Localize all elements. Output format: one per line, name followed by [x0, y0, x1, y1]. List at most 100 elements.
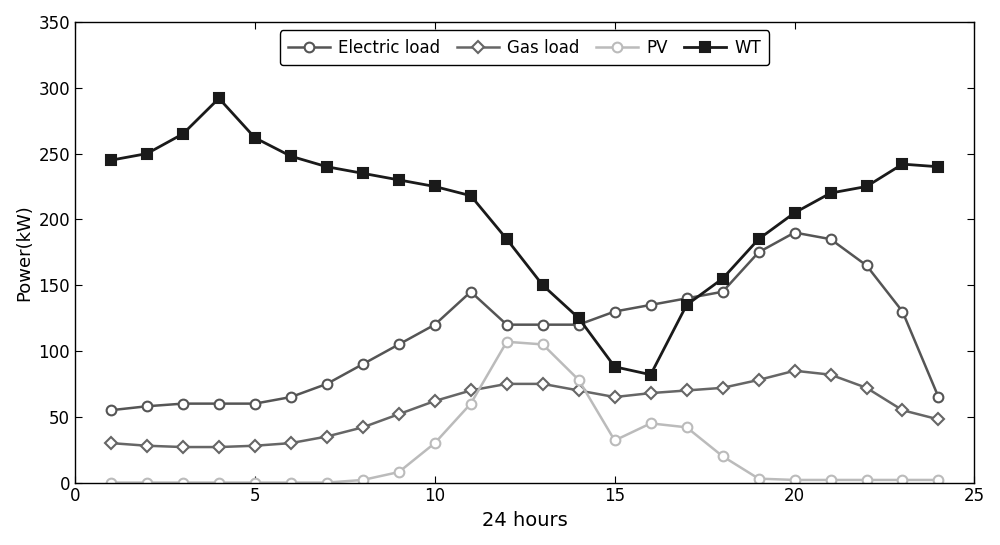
PV	[105, 479, 117, 486]
PV	[537, 341, 549, 348]
Electric load	[717, 288, 729, 295]
Electric load	[753, 249, 765, 256]
Electric load	[357, 361, 369, 367]
PV	[861, 477, 873, 483]
Gas load	[285, 440, 297, 446]
Gas load	[429, 398, 441, 404]
PV	[932, 477, 944, 483]
WT	[321, 164, 333, 170]
PV	[357, 477, 369, 483]
WT	[789, 209, 801, 216]
Electric load	[681, 295, 693, 301]
Gas load	[141, 443, 153, 449]
Gas load	[861, 385, 873, 391]
Gas load	[753, 377, 765, 383]
PV	[177, 479, 189, 486]
Gas load	[249, 443, 261, 449]
PV	[573, 377, 585, 383]
Line: WT: WT	[106, 93, 943, 379]
PV	[645, 420, 657, 427]
Electric load	[573, 322, 585, 328]
Electric load	[609, 308, 621, 315]
WT	[861, 183, 873, 190]
PV	[249, 479, 261, 486]
WT	[753, 236, 765, 243]
Gas load	[573, 387, 585, 393]
WT	[932, 164, 944, 170]
PV	[609, 437, 621, 444]
Gas load	[932, 416, 944, 423]
Electric load	[249, 401, 261, 407]
PV	[321, 479, 333, 486]
PV	[825, 477, 837, 483]
Line: PV: PV	[106, 337, 943, 487]
WT	[213, 95, 225, 101]
Gas load	[681, 387, 693, 393]
PV	[753, 475, 765, 482]
Gas load	[896, 407, 908, 414]
Y-axis label: Power(kW): Power(kW)	[15, 204, 33, 301]
WT	[429, 183, 441, 190]
WT	[537, 282, 549, 288]
PV	[896, 477, 908, 483]
PV	[501, 338, 513, 345]
Legend: Electric load, Gas load, PV, WT: Electric load, Gas load, PV, WT	[280, 31, 769, 65]
WT	[249, 135, 261, 141]
PV	[429, 440, 441, 446]
Electric load	[501, 322, 513, 328]
Electric load	[177, 401, 189, 407]
WT	[465, 192, 477, 199]
WT	[896, 161, 908, 167]
Gas load	[825, 371, 837, 378]
Gas load	[609, 394, 621, 401]
PV	[285, 479, 297, 486]
Gas load	[537, 380, 549, 387]
Electric load	[896, 308, 908, 315]
WT	[393, 177, 405, 183]
WT	[645, 371, 657, 378]
Gas load	[321, 433, 333, 440]
Gas load	[789, 367, 801, 374]
WT	[285, 153, 297, 160]
Electric load	[825, 236, 837, 243]
Gas load	[717, 385, 729, 391]
WT	[573, 315, 585, 322]
Electric load	[393, 341, 405, 348]
WT	[825, 190, 837, 196]
X-axis label: 24 hours: 24 hours	[482, 511, 568, 530]
PV	[213, 479, 225, 486]
PV	[141, 479, 153, 486]
PV	[717, 453, 729, 459]
WT	[609, 364, 621, 370]
Gas load	[465, 387, 477, 393]
Line: Electric load: Electric load	[106, 228, 943, 415]
WT	[501, 236, 513, 243]
Electric load	[932, 394, 944, 401]
Gas load	[357, 424, 369, 431]
Electric load	[105, 407, 117, 414]
WT	[681, 302, 693, 308]
Electric load	[285, 394, 297, 401]
WT	[105, 157, 117, 164]
WT	[141, 150, 153, 157]
WT	[717, 275, 729, 282]
WT	[357, 170, 369, 177]
Electric load	[465, 288, 477, 295]
Electric load	[321, 380, 333, 387]
Electric load	[789, 229, 801, 236]
Electric load	[861, 262, 873, 269]
Electric load	[429, 322, 441, 328]
PV	[789, 477, 801, 483]
Electric load	[141, 403, 153, 409]
Gas load	[105, 440, 117, 446]
Electric load	[645, 302, 657, 308]
Gas load	[393, 411, 405, 417]
Electric load	[213, 401, 225, 407]
Line: Gas load: Gas load	[107, 367, 943, 451]
Gas load	[213, 444, 225, 450]
WT	[177, 131, 189, 137]
PV	[465, 401, 477, 407]
Electric load	[537, 322, 549, 328]
PV	[681, 424, 693, 431]
PV	[393, 469, 405, 475]
